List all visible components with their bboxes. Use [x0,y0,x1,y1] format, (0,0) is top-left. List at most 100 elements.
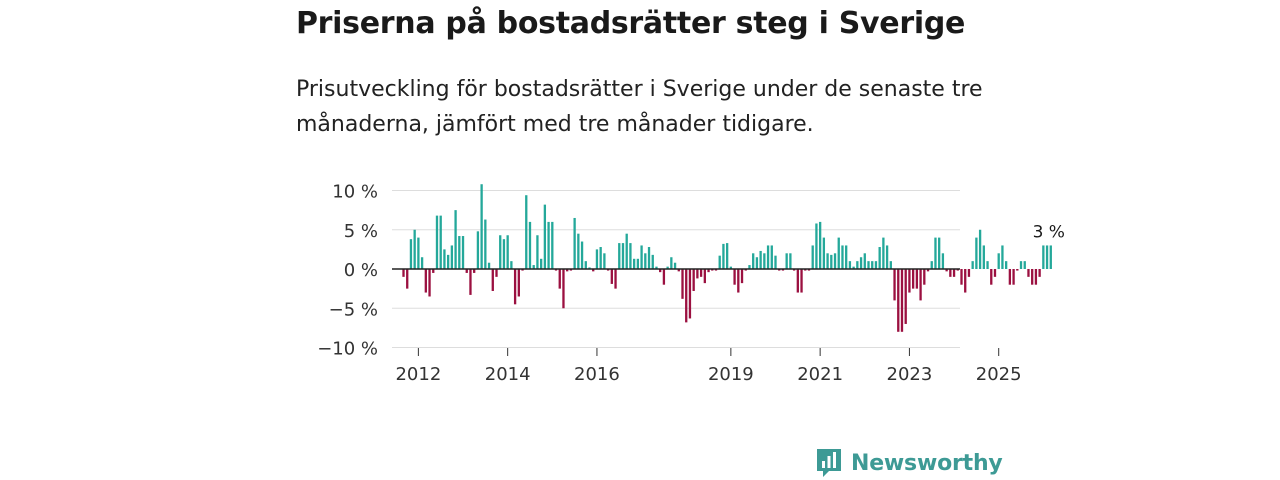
bar [975,237,978,269]
bar [603,253,606,269]
bar [599,247,602,269]
bar [618,243,621,269]
bar [566,269,569,272]
bar [532,265,535,269]
bar [897,269,900,332]
y-tick-label: −5 % [329,299,378,320]
bar [636,258,640,269]
grid-lines [392,190,960,348]
x-tick-label: 2014 [485,364,531,385]
bar [971,261,974,269]
bar [424,269,427,293]
bar [811,245,814,269]
bar [837,237,840,269]
bar [688,269,692,319]
bar [871,261,874,269]
bar [796,269,799,293]
bar [1034,269,1038,285]
bar [480,184,483,269]
bar [904,269,907,324]
bar [867,261,870,269]
bar [1038,269,1041,277]
bar [584,261,587,269]
bar [417,237,420,269]
chart-subtitle: Prisutveckling för bostadsrätter i Sveri… [296,77,983,137]
bar [1045,245,1049,269]
bar [510,261,513,269]
bar [859,257,863,269]
bar [885,245,889,269]
bar [632,258,636,269]
bar [964,269,967,293]
bar [725,243,729,269]
bar [826,253,829,269]
bar [703,269,706,284]
bar [677,269,680,272]
bar [1049,245,1052,269]
bar [982,245,985,269]
bar [882,237,885,269]
bar [409,239,413,269]
bar [1004,261,1008,269]
bar [506,235,509,269]
bar [785,253,788,269]
bar [911,269,915,289]
bar [647,247,651,269]
bar [822,237,826,269]
bar [993,269,997,277]
bar [681,269,684,299]
x-tick-label: 2019 [708,364,754,385]
bar [737,269,740,293]
bar [852,266,855,269]
bar-series [402,184,1052,332]
bar [402,269,405,277]
bar [856,261,859,269]
bar [580,241,584,269]
bar [990,269,993,285]
bar [774,255,777,269]
bar [450,245,454,269]
bar [461,236,465,269]
x-tick-label: 2025 [976,364,1022,385]
bar [755,257,759,269]
bar [1042,245,1045,269]
bar [740,269,744,284]
bar [644,253,647,269]
bar [1008,269,1012,285]
bar [625,233,628,269]
bar [525,195,528,269]
bar [997,253,1000,269]
bar [733,269,736,285]
bar [528,221,532,269]
bar [729,266,733,269]
bar [1016,269,1019,271]
bar [517,269,520,297]
newsworthy-brand[interactable]: Newsworthy [815,446,1003,480]
bar [499,235,502,269]
x-tick-label: 2023 [887,364,933,385]
bar [900,269,904,332]
bar [707,269,710,273]
bar [659,269,662,273]
bar [562,269,565,309]
bar [621,243,625,269]
bar [413,229,416,269]
bar [952,269,956,277]
bar [692,269,695,291]
y-tick-label: 0 % [344,260,378,281]
y-tick-label: 10 % [332,182,378,203]
bar [651,254,654,269]
bar [465,269,468,273]
last-value-annotation: 3 % [1033,222,1065,242]
bar [629,243,632,269]
bar [458,236,461,269]
bar [577,233,580,269]
x-tick-label: 2016 [574,364,620,385]
bar [673,262,677,269]
bar [722,243,725,269]
bar [949,269,952,277]
bar [978,229,982,269]
bar [666,266,669,269]
bar [889,261,892,269]
bar [752,253,755,269]
